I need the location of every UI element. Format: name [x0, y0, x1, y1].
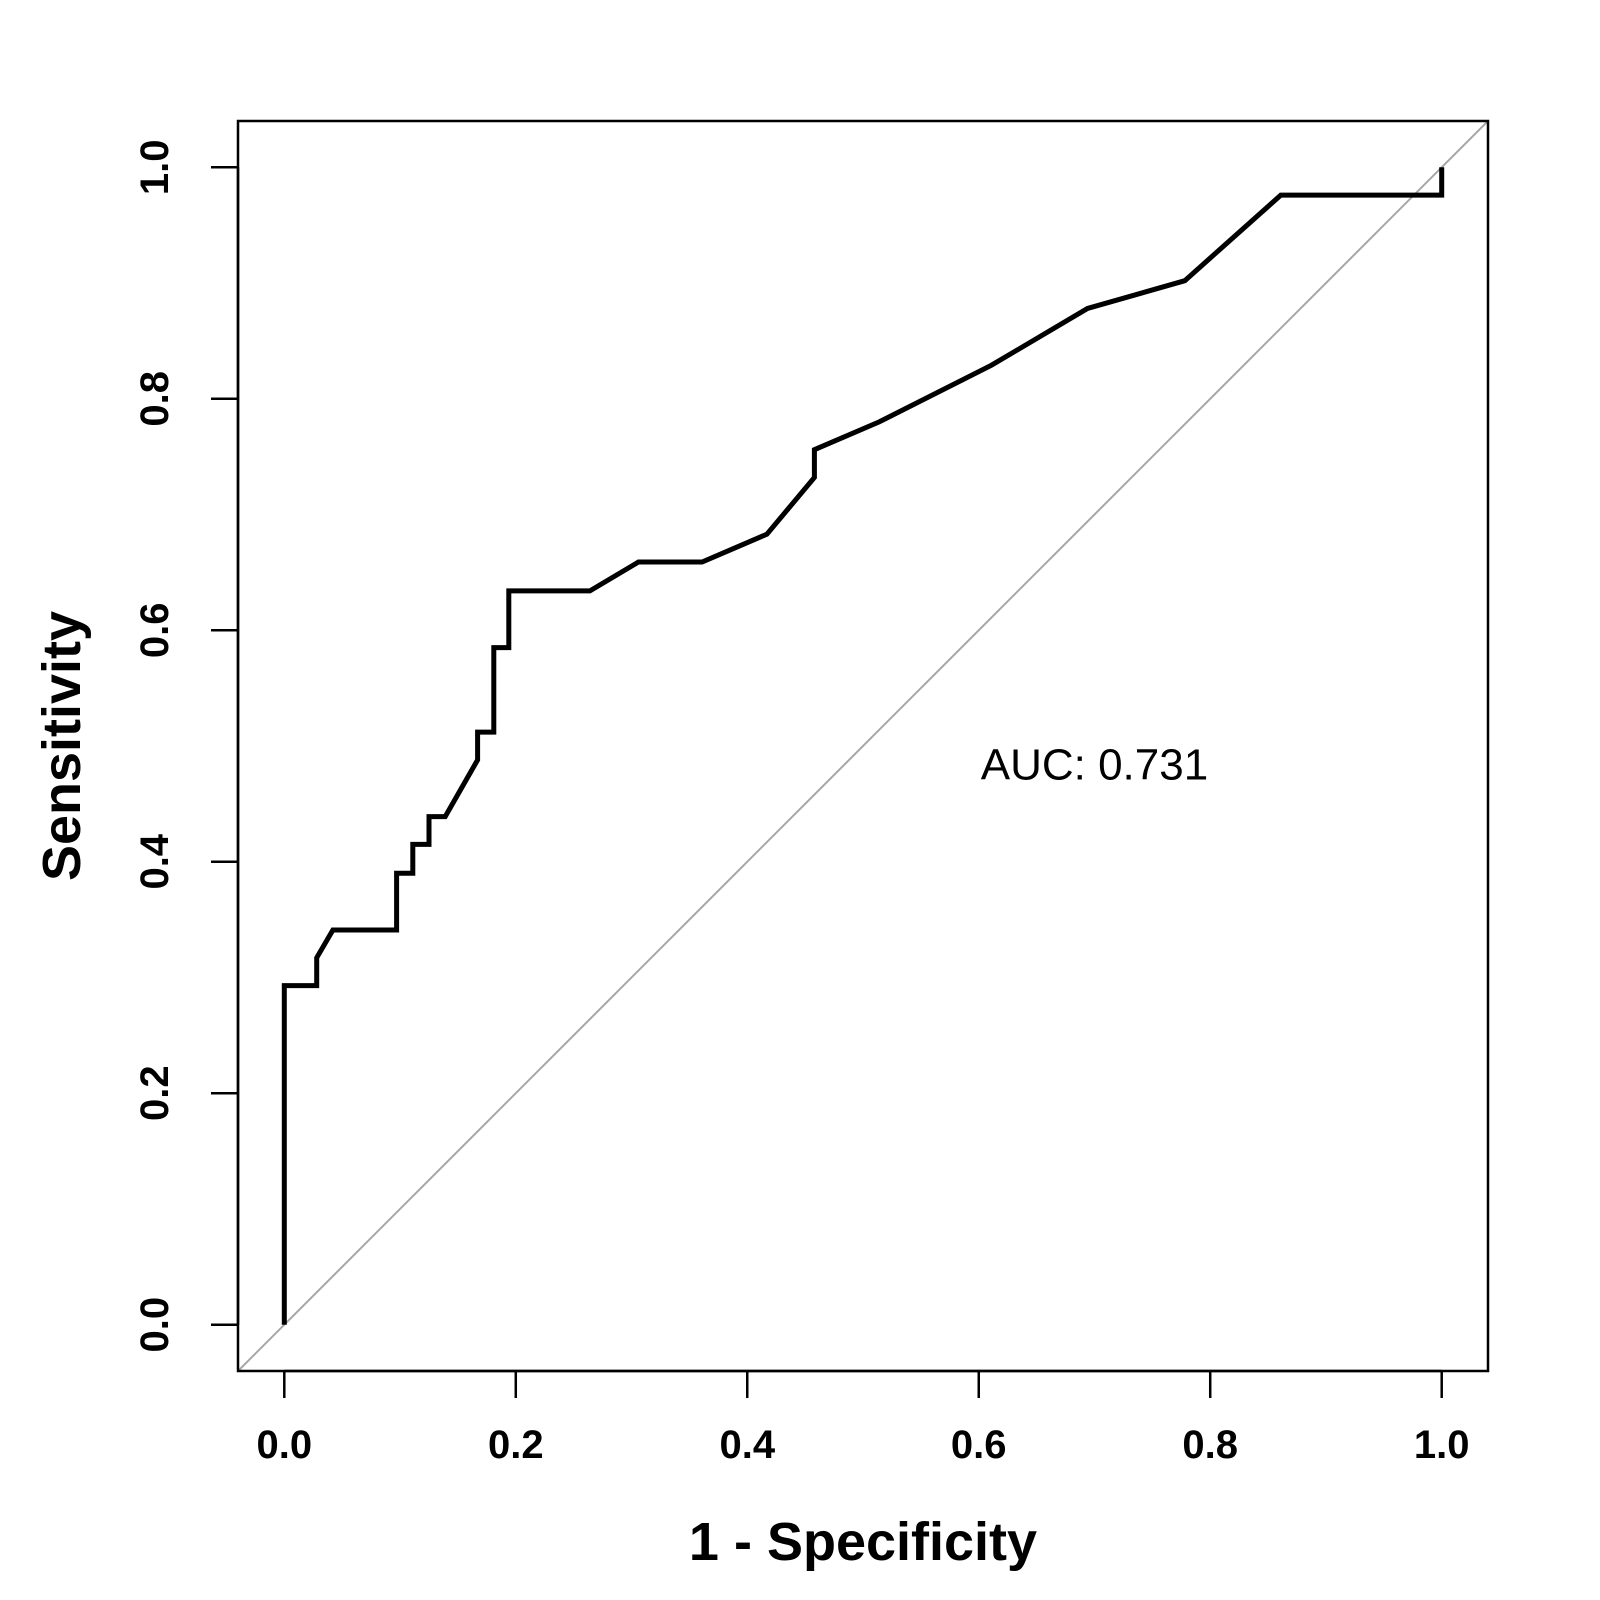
- x-tick-label: 0.8: [1182, 1423, 1238, 1467]
- x-axis: 0.0 0.2 0.4 0.6 0.8 1.0: [256, 1369, 1470, 1467]
- y-axis-title: Sensitivity: [32, 611, 92, 881]
- auc-annotation: AUC: 0.731: [981, 740, 1208, 789]
- x-tick-label: 0.6: [951, 1423, 1007, 1467]
- y-tick-label: 0.6: [133, 602, 177, 658]
- x-axis-title: 1 - Specificity: [689, 1512, 1037, 1572]
- y-axis: 0.0 0.2 0.4 0.6 0.8 1.0: [133, 139, 240, 1353]
- roc-curve-line: [281, 167, 1445, 1325]
- x-tick-label: 0.4: [719, 1423, 775, 1467]
- reference-diagonal-line: [237, 120, 1489, 1372]
- x-tick-label: 0.0: [256, 1423, 312, 1467]
- y-tick-label: 0.2: [133, 1065, 177, 1121]
- y-tick-label: 0.8: [133, 371, 177, 427]
- y-tick-label: 1.0: [133, 139, 177, 195]
- x-tick-label: 1.0: [1414, 1423, 1470, 1467]
- x-tick-label: 0.2: [488, 1423, 544, 1467]
- y-tick-label: 0.4: [133, 833, 177, 889]
- y-tick-label: 0.0: [133, 1297, 177, 1353]
